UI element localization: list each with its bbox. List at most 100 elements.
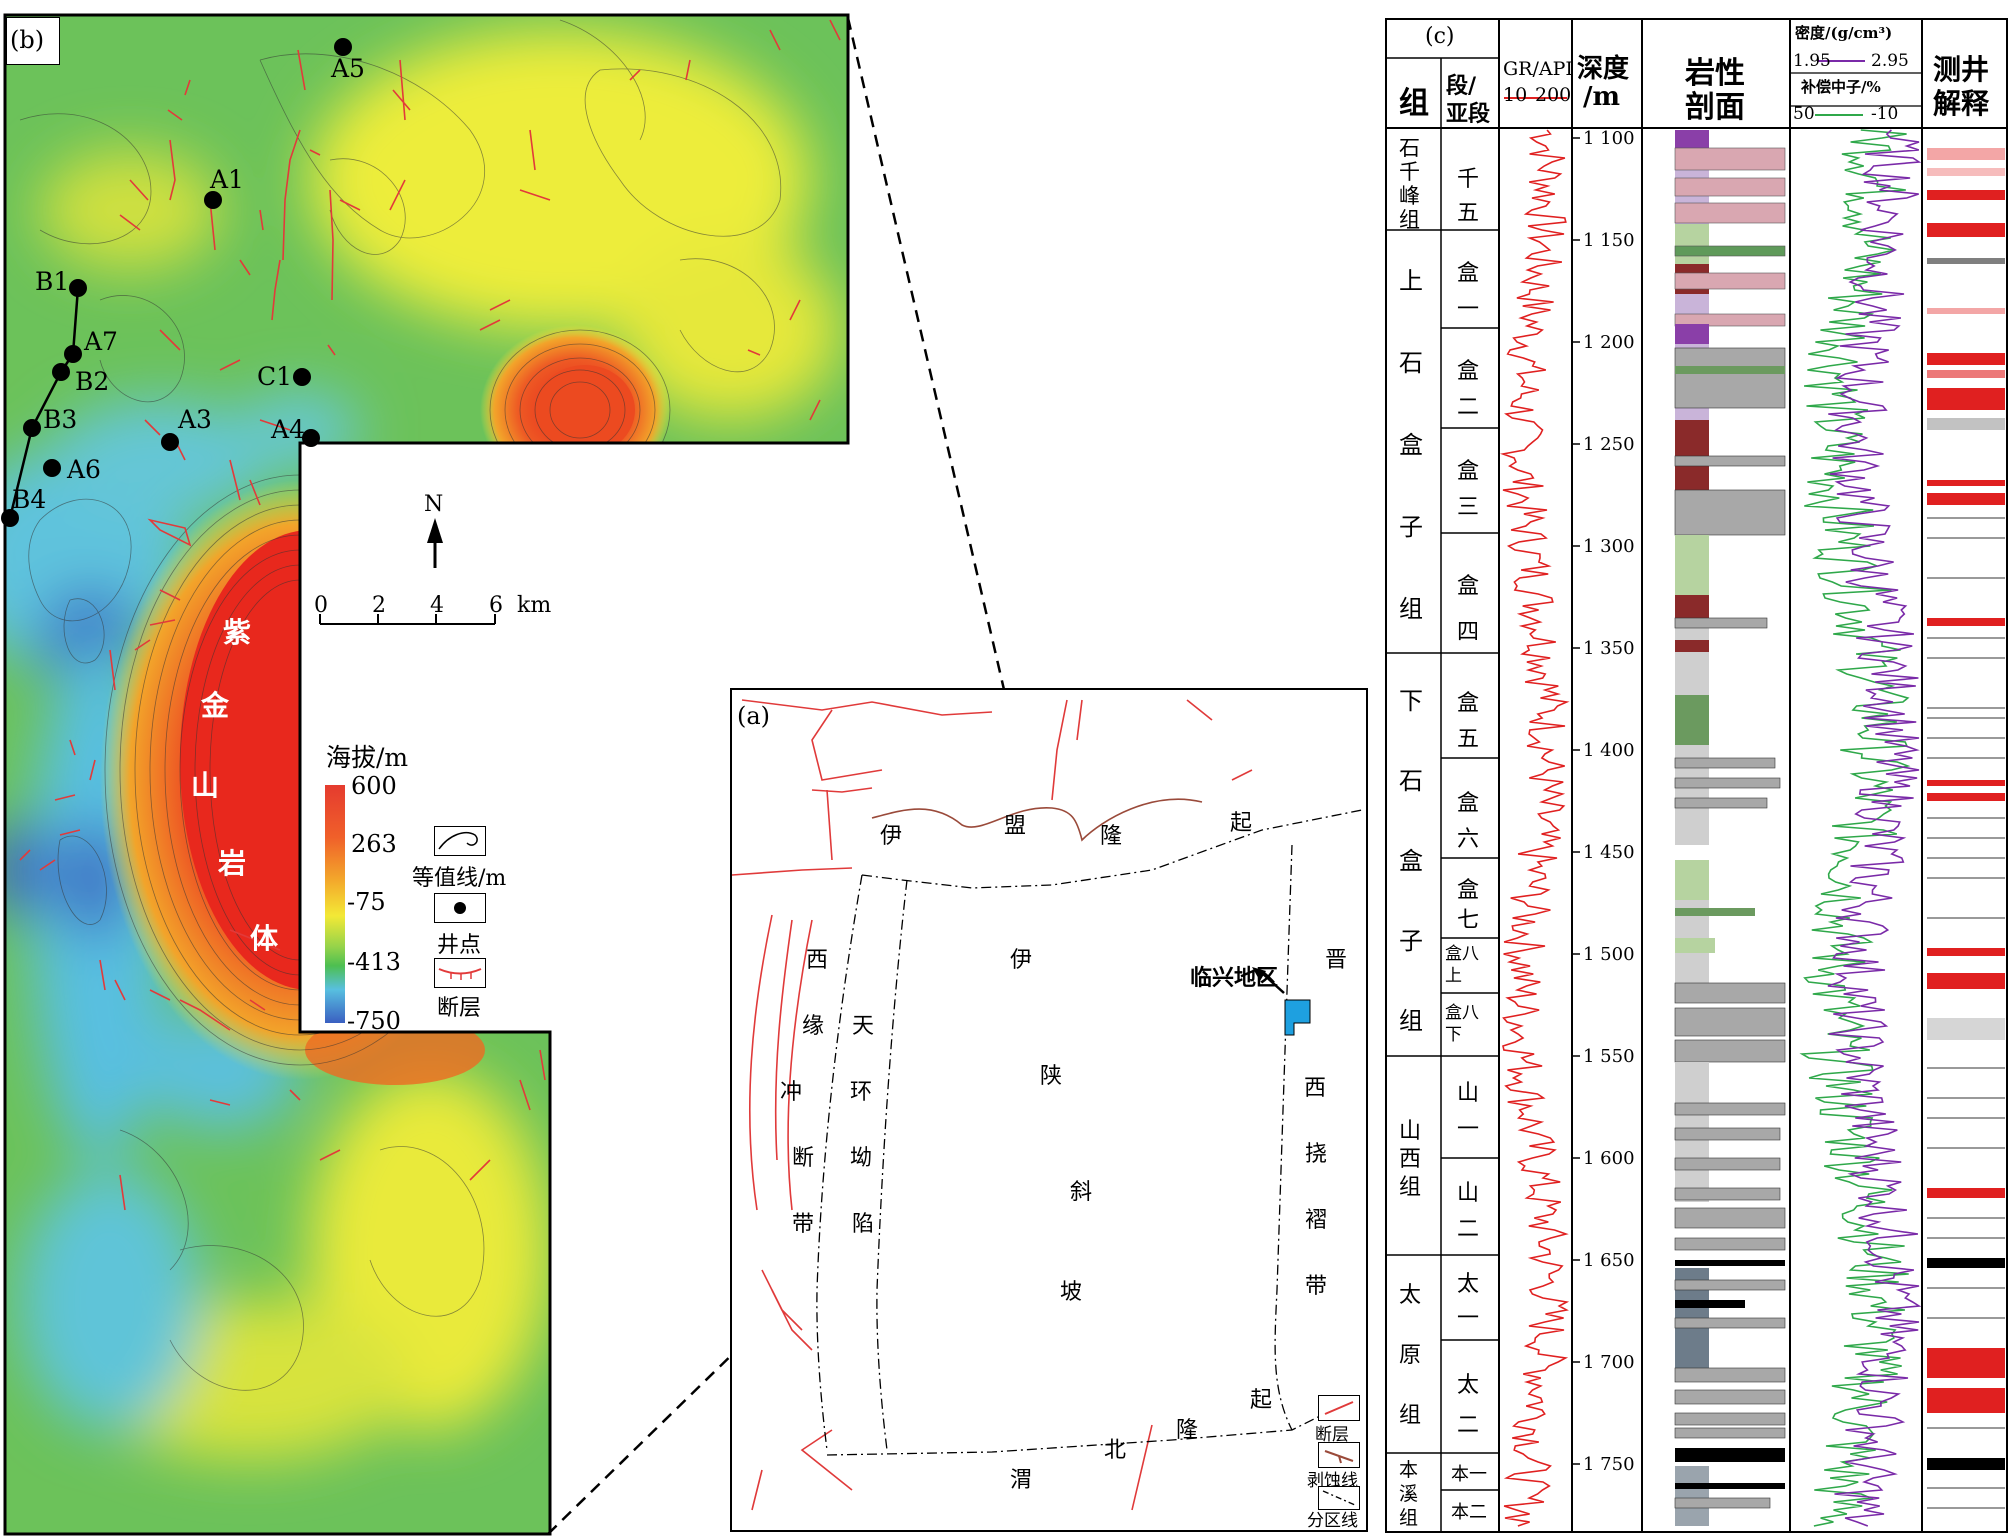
panel-b-map: 紫 金 山 岩 体 A5 A1 B1 A7 B2 C1 B3 A3 A4 A6 …: [0, 13, 850, 1536]
header-interpretation-2: 解释: [1933, 87, 1990, 120]
header-density-max: 2.95: [1871, 51, 1909, 71]
well-label-a4: A4: [270, 415, 305, 444]
region-yishan-c1: 伊: [1010, 948, 1033, 973]
rock-body-char-5: 体: [250, 922, 279, 955]
region-yishan-c2: 陕: [1040, 1064, 1063, 1089]
region-jinxi-c4: 褶: [1305, 1208, 1328, 1233]
depth-1700: 1 700: [1583, 1352, 1635, 1373]
well-dot-b2[interactable]: [52, 363, 70, 381]
well-dot-b1[interactable]: [69, 279, 87, 297]
member-he7: 盒七: [1457, 878, 1480, 933]
depth-1400: 1 400: [1583, 740, 1635, 761]
well-dot-c1[interactable]: [293, 368, 311, 386]
well-dot-a7[interactable]: [64, 345, 82, 363]
rock-body-char-3: 山: [191, 769, 219, 802]
rock-body-char-2: 金: [200, 689, 230, 722]
header-gr-max: 200: [1535, 84, 1572, 106]
scale-bar: [319, 614, 496, 625]
panel-b-svg: 紫 金 山 岩 体 A5 A1 B1 A7 B2 C1 B3 A3 A4 A6 …: [1, 13, 850, 1536]
region-yimeng-c3: 隆: [1100, 824, 1123, 849]
study-area-marker[interactable]: [1284, 999, 1311, 1036]
legend-a-fault-label: 断层: [1315, 1425, 1349, 1445]
colorbar-title: 海拔/m: [326, 743, 409, 772]
legend-a-division-label: 分区线: [1307, 1511, 1358, 1531]
colorbar-tick-neg413: -413: [347, 948, 401, 976]
legend-contour-label: 等值线/m: [412, 866, 507, 891]
member-shan2: 山二: [1457, 1181, 1480, 1242]
header-member-1: 段/: [1446, 73, 1477, 99]
depth-1250: 1 250: [1583, 434, 1635, 455]
header-neutron-max: -10: [1871, 104, 1899, 124]
panel-c-label: (c): [1425, 24, 1455, 49]
region-weibei-c3: 隆: [1176, 1418, 1199, 1443]
well-dot-a1[interactable]: [204, 191, 222, 209]
study-area-label: 临兴地区: [1190, 965, 1279, 991]
log-curves: [1499, 129, 1922, 1527]
well-dot-a6[interactable]: [43, 459, 61, 477]
well-label-a1: A1: [209, 165, 244, 194]
member-he3: 盒三: [1457, 459, 1480, 520]
region-xiyuan-c2: 缘: [802, 1014, 825, 1039]
panel-c-svg: [1385, 18, 2008, 1533]
scale-tick-4: 4: [430, 593, 444, 618]
well-label-b3: B3: [43, 405, 77, 434]
well-dot-a3[interactable]: [161, 433, 179, 451]
region-jinxi-c1: 晋: [1325, 948, 1348, 973]
member-he4: 盒四: [1457, 574, 1480, 645]
scale-tick-2: 2: [372, 593, 386, 618]
division-lines: [816, 809, 1363, 1456]
legend-a-erosion-icon: [1318, 1442, 1360, 1468]
well-label-b1: B1: [35, 267, 69, 296]
region-tianhuan-c2: 环: [850, 1080, 873, 1105]
well-label-b4: B4: [12, 485, 46, 514]
depth-1750: 1 750: [1583, 1454, 1635, 1475]
region-yishan-c3: 斜: [1070, 1180, 1093, 1205]
contour-icon: [434, 826, 486, 856]
member-he1: 盒一: [1457, 261, 1480, 322]
panel-b-label-box: [6, 17, 60, 65]
formation-shiqianfeng: 石千 峰组: [1399, 136, 1420, 232]
interpretation-column: [1927, 148, 2005, 1470]
header-gr: GR/API: [1503, 58, 1573, 80]
panel-c-log: (c) 组 段/ 亚段 GR/API 10 200 深度 /m 岩性 剖面 密度…: [1385, 18, 2009, 1534]
header-interpretation-1: 测井: [1933, 53, 1990, 86]
panel-a-svg: [732, 699, 1363, 1511]
rock-body-char-1: 紫: [223, 616, 251, 649]
member-qianwu: 千五: [1457, 167, 1480, 226]
formation-shanxi: 山西 组: [1399, 1119, 1422, 1200]
header-depth-2: /m: [1583, 82, 1621, 112]
panel-a-label: (a): [737, 702, 771, 730]
well-dot-icon: [434, 893, 486, 923]
member-ben1: 本一: [1451, 1464, 1487, 1485]
density-curve: [1827, 129, 1922, 1527]
well-dot-b4[interactable]: [1, 509, 19, 527]
wells: [1, 38, 352, 527]
colorbar-tick-neg750: -750: [347, 1007, 401, 1035]
well-dot-b3[interactable]: [23, 419, 41, 437]
well-dot-a5[interactable]: [334, 38, 352, 56]
well-label-a3: A3: [177, 405, 212, 434]
region-jinxi-c5: 带: [1305, 1274, 1328, 1299]
header-density-min: 1.95: [1793, 51, 1831, 71]
legend-a-division-icon: [1318, 1486, 1360, 1510]
region-jinxi-c3: 挠: [1305, 1142, 1328, 1167]
region-weibei-c1: 渭: [1010, 1468, 1033, 1493]
depth-1350: 1 350: [1583, 638, 1635, 659]
scale-unit: km: [517, 593, 552, 618]
region-weibei-c4: 起: [1250, 1388, 1273, 1413]
scale-tick-0: 0: [314, 593, 328, 618]
gr-curve: [1499, 129, 1570, 1527]
region-yishan-c4: 坡: [1060, 1280, 1083, 1305]
neutron-curve: [1799, 129, 1911, 1527]
well-label-b2: B2: [75, 367, 109, 396]
legend-well-label: 井点: [437, 933, 482, 958]
depth-1450: 1 450: [1583, 842, 1635, 863]
panel-a-faults: [732, 699, 1253, 1511]
study-area-arrow-icon: [1252, 967, 1266, 981]
depth-1150: 1 150: [1583, 230, 1635, 251]
depth-1600: 1 600: [1583, 1148, 1635, 1169]
north-arrow-icon: [427, 518, 443, 568]
well-dot-a4[interactable]: [302, 429, 320, 447]
panel-a-map: (a) 伊 盟 隆 起 西 缘 冲 断 带 天 环 坳 陷 伊 陕 斜 坡 晋 …: [730, 688, 1368, 1532]
formation-shangshihezi: 上石 盒子 组: [1399, 267, 1423, 623]
